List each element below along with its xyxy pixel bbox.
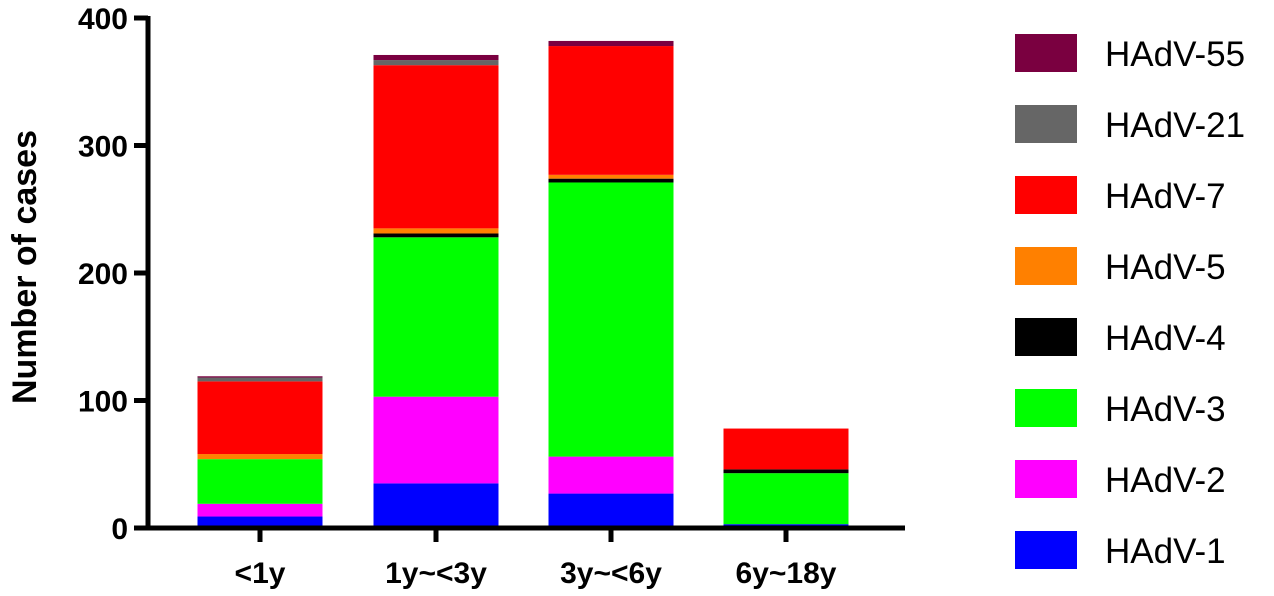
y-tick-label-300: 300 — [78, 131, 128, 164]
bar-segment-3y-6y-hadv-1 — [548, 493, 674, 528]
bar-segment-1y-hadv-2 — [197, 503, 323, 517]
bar-segment-3y-6y-hadv-55 — [548, 40, 674, 47]
bars-group — [197, 40, 849, 528]
bar-segment-1y-hadv-3 — [197, 459, 323, 504]
axes-group: 0 100 200 300 400 <1y 1y~<3y 3y~<6y 6y~18y — [78, 3, 905, 590]
bar-segment-1y-hadv-21 — [197, 377, 323, 382]
bar-segment-3y-6y-hadv-5 — [548, 174, 674, 179]
x-tick-label-3y-6y: 3y~<6y — [560, 557, 662, 590]
legend-label-hadv-21: HAdV-21 — [1105, 106, 1245, 145]
y-tick-label-0: 0 — [111, 513, 128, 546]
bar-segment-3y-6y-hadv-4 — [548, 178, 674, 183]
legend-label-hadv-55: HAdV-55 — [1105, 35, 1245, 74]
bar-segment-1y-3y-hadv-3 — [373, 237, 499, 397]
legend-swatch-hadv-4 — [1015, 318, 1077, 356]
legend-label-hadv-1: HAdV-1 — [1105, 532, 1226, 571]
legend-label-hadv-7: HAdV-7 — [1105, 177, 1226, 216]
legend-label-hadv-4: HAdV-4 — [1105, 319, 1226, 358]
legend-swatch-hadv-7 — [1015, 176, 1077, 214]
x-tick-label-1y: <1y — [235, 557, 286, 590]
bar-segment-3y-6y-hadv-3 — [548, 182, 674, 457]
bar-segment-6y-18y-hadv-3 — [723, 473, 849, 525]
bar-segment-1y-3y-hadv-4 — [373, 233, 499, 238]
y-tick-label-100: 100 — [78, 386, 128, 419]
legend-swatch-hadv-1 — [1015, 531, 1077, 569]
legend-swatch-hadv-2 — [1015, 460, 1077, 498]
bar-segment-1y-3y-hadv-7 — [373, 65, 499, 229]
bar-segment-1y-3y-hadv-55 — [373, 54, 499, 61]
legend-swatch-hadv-21 — [1015, 105, 1077, 143]
bar-segment-6y-18y-hadv-4 — [723, 469, 849, 474]
legend-label-hadv-2: HAdV-2 — [1105, 461, 1226, 500]
legend-swatch-hadv-3 — [1015, 389, 1077, 427]
bar-segment-1y-hadv-7 — [197, 381, 323, 455]
bar-segment-1y-3y-hadv-21 — [373, 60, 499, 66]
x-tick-label-6y-18y: 6y~18y — [736, 557, 837, 590]
y-tick-label-200: 200 — [78, 258, 128, 291]
bar-segment-3y-6y-hadv-2 — [548, 456, 674, 494]
bar-segment-1y-3y-hadv-2 — [373, 396, 499, 484]
bar-segment-1y-hadv-5 — [197, 454, 323, 460]
bar-segment-1y-3y-hadv-1 — [373, 483, 499, 528]
legend-swatch-hadv-55 — [1015, 34, 1077, 72]
bar-segment-6y-18y-hadv-7 — [723, 428, 849, 470]
x-tick-label-1y-3y: 1y~<3y — [385, 557, 487, 590]
x-ticks-group: <1y 1y~<3y 3y~<6y 6y~18y — [235, 528, 837, 590]
y-ticks-group: 0 100 200 300 400 — [78, 3, 148, 546]
y-tick-label-400: 400 — [78, 3, 128, 36]
legend: HAdV-55 HAdV-21 HAdV-7 HAdV-5 HAdV-4 HAdV-3 HA… — [1015, 34, 1245, 571]
bar-segment-1y-hadv-1 — [197, 516, 323, 528]
bar-segment-3y-6y-hadv-7 — [548, 46, 674, 175]
y-axis-title: Number of cases — [6, 130, 44, 404]
legend-label-hadv-3: HAdV-3 — [1105, 390, 1226, 429]
legend-swatch-hadv-5 — [1015, 247, 1077, 285]
bar-segment-1y-3y-hadv-5 — [373, 228, 499, 234]
bar-segment-1y-hadv-55 — [197, 376, 323, 378]
legend-label-hadv-5: HAdV-5 — [1105, 248, 1226, 287]
